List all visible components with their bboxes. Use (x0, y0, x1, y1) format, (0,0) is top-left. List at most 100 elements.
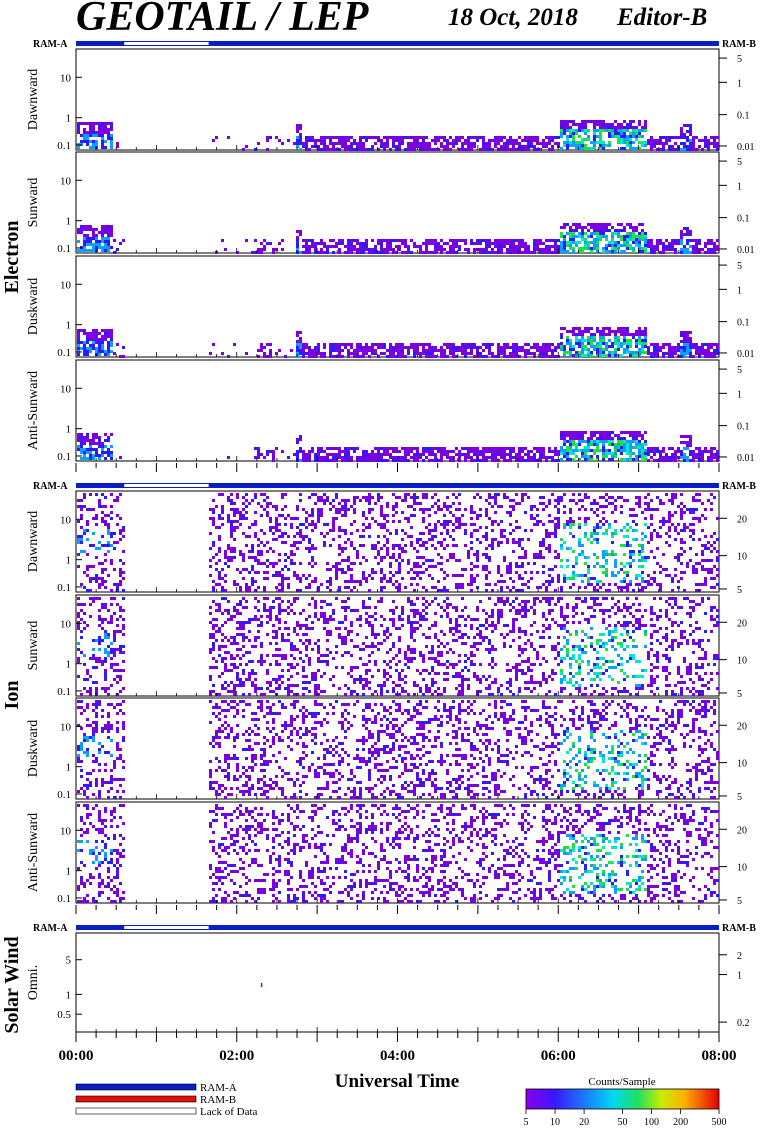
spectrogram-pixel (590, 336, 593, 339)
spectrogram-pixel (716, 346, 719, 349)
spectrogram-pixel (359, 242, 362, 245)
spectrogram-pixel (530, 251, 533, 254)
spectrogram-pixel (98, 609, 101, 612)
spectrogram-pixel (590, 339, 593, 342)
y-tick-label-left: 10 (60, 383, 72, 395)
spectrogram-pixel (626, 449, 629, 452)
spectrogram-pixel (518, 245, 521, 248)
spectrogram-pixel (401, 346, 404, 349)
spectrogram-pixel (362, 242, 365, 245)
spectrogram-pixel (470, 346, 473, 349)
spectrogram-pixel (539, 502, 542, 505)
spectrogram-pixel (665, 139, 668, 142)
spectrogram-pixel (524, 459, 527, 462)
spectrogram-pixel (86, 249, 89, 252)
spectrogram-pixel (86, 140, 89, 143)
spectrogram-pixel (530, 459, 533, 462)
spectrogram-pixel (644, 517, 647, 520)
spectrogram-pixel (554, 459, 557, 462)
spectrogram-pixel (584, 345, 587, 348)
spectrogram-pixel (416, 139, 419, 142)
spectrogram-pixel (473, 580, 476, 583)
spectrogram-pixel (95, 243, 98, 246)
spectrogram-pixel (302, 453, 305, 456)
spectrogram-pixel (230, 493, 233, 496)
spectrogram-pixel (593, 147, 596, 150)
spectrogram-pixel (356, 496, 359, 499)
spectrogram-pixel (575, 446, 578, 449)
spectrogram-pixel (317, 496, 320, 499)
spectrogram-pixel (386, 505, 389, 508)
spectrogram-pixel (338, 139, 341, 142)
spectrogram-pixel (683, 526, 686, 529)
spectrogram-pixel (356, 529, 359, 532)
spectrogram-pixel (515, 251, 518, 254)
spectrogram-pixel (551, 145, 554, 148)
spectrogram-pixel (656, 148, 659, 151)
spectrogram-pixel (434, 355, 437, 358)
spectrogram-pixel (623, 250, 626, 253)
spectrogram-pixel (686, 349, 689, 352)
spectrogram-pixel (509, 148, 512, 151)
spectrogram-pixel (716, 517, 719, 520)
spectrogram-pixel (590, 541, 593, 544)
spectrogram-pixel (242, 517, 245, 520)
spectrogram-pixel (512, 550, 515, 553)
spectrogram-pixel (488, 447, 491, 450)
spectrogram-pixel (347, 559, 350, 562)
spectrogram-pixel (350, 580, 353, 583)
spectrogram-pixel (599, 336, 602, 339)
spectrogram-pixel (344, 139, 347, 142)
spectrogram-pixel (104, 606, 107, 609)
spectrogram-pixel (521, 447, 524, 450)
spectrogram-pixel (641, 452, 644, 455)
spectrogram-pixel (578, 431, 581, 434)
spectrogram-pixel (482, 248, 485, 251)
spectrogram-pixel (608, 250, 611, 253)
spectrogram-pixel (365, 148, 368, 151)
spectrogram-pixel (476, 346, 479, 349)
spectrogram-pixel (278, 535, 281, 538)
spectrogram-pixel (296, 331, 299, 334)
spectrogram-pixel (104, 237, 107, 240)
spectrogram-pixel (101, 125, 104, 128)
spectrogram-pixel (107, 451, 110, 454)
spectrogram-pixel (386, 136, 389, 139)
spectrogram-pixel (683, 541, 686, 544)
spectrogram-pixel (548, 245, 551, 248)
spectrogram-pixel (266, 496, 269, 499)
spectrogram-pixel (629, 434, 632, 437)
spectrogram-pixel (593, 577, 596, 580)
spectrogram-pixel (692, 508, 695, 511)
spectrogram-pixel (494, 355, 497, 358)
spectrogram-pixel (410, 145, 413, 148)
spectrogram-pixel (674, 349, 677, 352)
spectrogram-pixel (707, 499, 710, 502)
spectrogram-pixel (332, 526, 335, 529)
spectrogram-pixel (323, 456, 326, 459)
spectrogram-pixel (473, 242, 476, 245)
spectrogram-pixel (419, 502, 422, 505)
spectrogram-pixel (500, 580, 503, 583)
spectrogram-pixel (122, 562, 125, 565)
spectrogram-pixel (308, 514, 311, 517)
spectrogram-pixel (674, 346, 677, 349)
spectrogram-pixel (680, 456, 683, 459)
spectrogram-pixel (614, 553, 617, 556)
spectrogram-pixel (560, 559, 563, 562)
spectrogram-pixel (245, 583, 248, 586)
spectrogram-pixel (452, 493, 455, 496)
spectrogram-pixel (329, 529, 332, 532)
spectrogram-pixel (398, 589, 401, 592)
spectrogram-pixel (602, 339, 605, 342)
spectrogram-pixel (641, 577, 644, 580)
spectrogram-pixel (644, 235, 647, 238)
spectrogram-pixel (431, 505, 434, 508)
spectrogram-pixel (98, 353, 101, 356)
y-tick-label-left: 10 (60, 72, 72, 84)
spectrogram-pixel (686, 248, 689, 251)
spectrogram-pixel (275, 505, 278, 508)
spectrogram-pixel (608, 523, 611, 526)
spectrogram-pixel (464, 139, 467, 142)
spectrogram-pixel (620, 452, 623, 455)
